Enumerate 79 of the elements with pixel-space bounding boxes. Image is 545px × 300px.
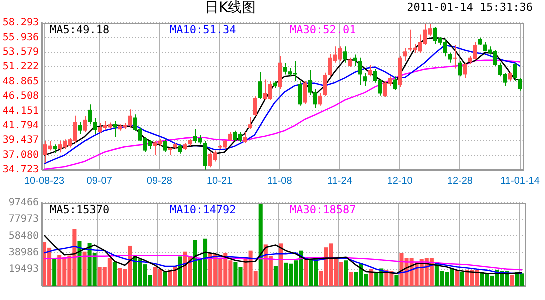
y-tick-label: 53.579 (2, 46, 39, 58)
candlestick (78, 122, 83, 134)
x-tick-label: 12-28 (447, 176, 474, 187)
text: MA10:14792 (170, 203, 236, 216)
bar (455, 270, 460, 286)
y-tick-label: 77973 (8, 214, 39, 226)
bar (510, 275, 514, 286)
candlestick (243, 132, 248, 144)
chart-title: 日K线图 (205, 0, 256, 17)
candlestick (113, 120, 118, 138)
x-tick-label: 09-07 (86, 176, 113, 187)
candlestick (303, 80, 308, 105)
bar (460, 272, 464, 286)
candlestick (368, 64, 373, 78)
bar (394, 275, 399, 286)
y-tick-label: 44.151 (2, 106, 39, 117)
candlestick (448, 52, 453, 64)
bar (304, 258, 308, 286)
candlestick (298, 81, 303, 106)
candlestick (463, 62, 468, 79)
candlestick (513, 62, 518, 82)
bar (163, 272, 168, 286)
bar (274, 266, 278, 286)
text: MA30:52.01 (290, 23, 356, 36)
candlestick (458, 60, 463, 78)
text: 2011-01-14 15:31:36 (407, 1, 533, 14)
y-tick-label: 55.936 (2, 32, 39, 44)
candlestick (93, 118, 98, 134)
x-tick-label: 11-08 (267, 176, 293, 187)
candlestick (248, 116, 253, 130)
candlestick (358, 57, 363, 86)
candlestick (163, 139, 168, 153)
bar (52, 259, 57, 286)
y-tick-label: 97466 (8, 198, 39, 209)
candlestick (343, 46, 348, 64)
y-tick-label: 39.437 (2, 135, 39, 146)
y-tick-label: 51.222 (2, 62, 39, 73)
y-tick-label: 34.723 (2, 164, 39, 176)
bar (258, 203, 263, 286)
text: MA30:18587 (290, 203, 356, 216)
x-tick-label: 10-21 (206, 176, 234, 187)
candlestick (393, 76, 398, 91)
candlestick (518, 78, 523, 92)
bar (344, 260, 348, 286)
candlestick (203, 140, 208, 170)
candlestick (83, 116, 88, 133)
candlestick (258, 72, 263, 100)
bar (82, 252, 87, 286)
x-tick-label: 12-10 (387, 176, 414, 187)
candlestick (318, 92, 323, 106)
x-tick-label: 11-24 (328, 176, 353, 187)
candlestick (353, 54, 358, 66)
candlestick (253, 96, 258, 118)
y-tick-label: 41.794 (2, 120, 39, 132)
y-tick-label: 58480 (8, 230, 39, 242)
candlestick (348, 57, 353, 68)
y-tick-label: 48.865 (2, 76, 39, 88)
x-tick-label: 11-01-14 (500, 176, 540, 187)
x-tick-label: 09-28 (146, 176, 173, 187)
text: MA5:49.18 (50, 23, 110, 36)
y-tick-label: 58.293 (2, 18, 39, 29)
candlestick (363, 72, 368, 86)
series-label: MA5:15370 (50, 203, 110, 216)
candlestick (178, 144, 183, 154)
candlestick (403, 48, 408, 62)
bar (370, 269, 374, 286)
candlestick (228, 132, 233, 142)
y-tick-label: 37.080 (2, 150, 39, 161)
text: MA10:51.34 (170, 23, 237, 36)
candlestick (88, 104, 93, 126)
candlestick (323, 72, 328, 98)
bar (112, 262, 117, 286)
bar (349, 272, 354, 286)
y-tick-label: 38986 (8, 247, 39, 258)
y-tick-label: 46.508 (2, 91, 39, 102)
bar (178, 256, 182, 286)
candlestick (453, 44, 458, 70)
y-tick-label: 19493 (8, 264, 39, 275)
x-tick-label: 10-08-23 (24, 176, 65, 187)
